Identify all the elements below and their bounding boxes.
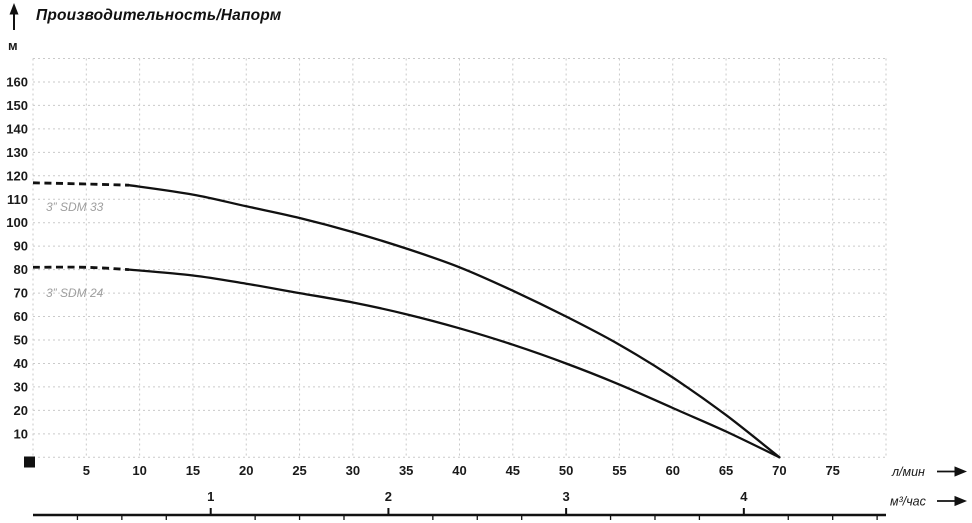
y-tick-label: 130: [6, 145, 28, 160]
x-secondary-tick-label: 2: [385, 489, 392, 504]
y-tick-label: 50: [14, 333, 28, 348]
y-tick-label: 140: [6, 121, 28, 136]
x-secondary-unit-label: м³/час: [890, 495, 927, 509]
curves-layer: [32, 181, 781, 459]
y-tick-label: 20: [14, 403, 28, 418]
y-tick-label: 90: [14, 239, 28, 254]
y-tick-label: 10: [14, 426, 28, 441]
tick-labels-layer: 10 20 30 40 50 60 70 80 90 100 110 120 130 140 150 160 5…: [6, 74, 840, 478]
series-label-sdm33: 3” SDM 33: [46, 200, 104, 214]
x-tick-label: 50: [559, 463, 573, 478]
x-tick-label: 70: [772, 463, 786, 478]
x-tick-label: 75: [825, 463, 839, 478]
y-tick-label: 60: [14, 309, 28, 324]
curve-sdm24: [127, 268, 781, 459]
series-label-sdm24: 3” SDM 24: [46, 286, 104, 300]
y-unit-label: м: [8, 38, 18, 53]
curve-dashed-sdm24: [32, 265, 130, 271]
x-tick-label: 40: [452, 463, 466, 478]
x-secondary-axis-arrow-icon: [937, 495, 967, 507]
x-tick-label: 5: [83, 463, 90, 478]
origin-square: [24, 456, 35, 468]
x-axis-arrow-icon: [937, 466, 967, 477]
y-tick-label: 150: [6, 98, 28, 113]
x-unit-label: л/мин: [891, 465, 925, 479]
y-axis-arrow-icon: [9, 3, 19, 30]
x-tick-label: 25: [292, 463, 306, 478]
x-tick-label: 45: [506, 463, 520, 478]
x-tick-label: 10: [132, 463, 146, 478]
y-tick-label: 110: [7, 192, 28, 207]
y-tick-label: 70: [14, 286, 28, 301]
x-tick-label: 30: [346, 463, 360, 478]
chart-title: Производительность/Напорм: [36, 7, 282, 24]
grid-layer: [32, 58, 887, 458]
x-tick-label: 55: [612, 463, 626, 478]
x-secondary-tick-label: 1: [207, 489, 214, 504]
curve-dashed-sdm33: [32, 181, 130, 187]
y-tick-label: 30: [14, 379, 28, 394]
x-tick-label: 20: [239, 463, 253, 478]
x-secondary-tick-label: 3: [563, 489, 570, 504]
y-tick-label: 120: [6, 168, 28, 183]
y-tick-label: 100: [6, 215, 28, 230]
y-tick-label: 80: [14, 262, 28, 277]
curve-sdm33: [127, 184, 781, 459]
secondary-axis-layer: 1 2 3 4: [33, 489, 886, 520]
x-tick-label: 35: [399, 463, 413, 478]
x-tick-label: 15: [186, 463, 200, 478]
y-tick-label: 160: [6, 74, 28, 89]
x-tick-label: 65: [719, 463, 733, 478]
x-secondary-tick-label: 4: [740, 489, 748, 504]
y-tick-label: 40: [14, 356, 28, 371]
x-tick-label: 60: [666, 463, 680, 478]
